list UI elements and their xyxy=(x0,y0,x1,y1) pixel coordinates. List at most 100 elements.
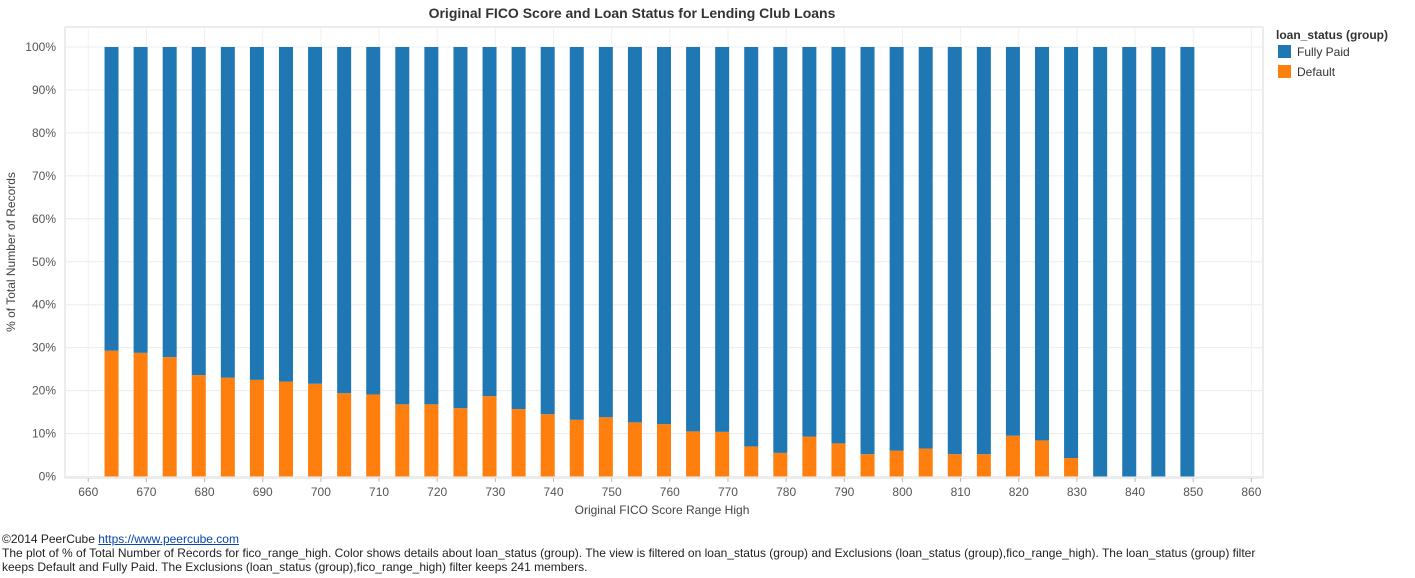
bar-fully-paid[interactable] xyxy=(744,47,759,447)
bar-default[interactable] xyxy=(249,379,264,477)
x-tick-label: 780 xyxy=(776,485,796,499)
copyright-text: ©2014 PeerCube xyxy=(2,532,99,546)
bar-fully-paid[interactable] xyxy=(1093,47,1108,477)
bar-default[interactable] xyxy=(860,454,875,477)
bar-fully-paid[interactable] xyxy=(889,47,904,451)
bar-default[interactable] xyxy=(627,422,642,477)
x-tick-label: 800 xyxy=(892,485,912,499)
bar-fully-paid[interactable] xyxy=(976,47,991,455)
bar-fully-paid[interactable] xyxy=(715,47,730,432)
bar-default[interactable] xyxy=(773,452,788,477)
bar-fully-paid[interactable] xyxy=(627,47,642,423)
x-tick-label: 690 xyxy=(253,485,273,499)
bar-fully-paid[interactable] xyxy=(598,47,613,418)
y-tick-label: 70% xyxy=(32,169,56,183)
bar-default[interactable] xyxy=(453,408,468,477)
footer: ©2014 PeerCube https://www.peercube.com … xyxy=(2,532,1262,574)
bar-fully-paid[interactable] xyxy=(337,47,352,394)
y-tick-label: 0% xyxy=(39,470,57,484)
bar-fully-paid[interactable] xyxy=(249,47,264,380)
bar-fully-paid[interactable] xyxy=(860,47,875,455)
bar-default[interactable] xyxy=(220,377,235,477)
bar-fully-paid[interactable] xyxy=(133,47,148,353)
bar-default[interactable] xyxy=(976,454,991,477)
bar-default[interactable] xyxy=(191,375,206,477)
bar-default[interactable] xyxy=(1035,440,1050,477)
bar-fully-paid[interactable] xyxy=(308,47,323,384)
bar-default[interactable] xyxy=(424,404,439,477)
bar-fully-paid[interactable] xyxy=(278,47,293,382)
bar-default[interactable] xyxy=(686,431,701,477)
bar-default[interactable] xyxy=(598,417,613,477)
bar-default[interactable] xyxy=(308,383,323,477)
bar-fully-paid[interactable] xyxy=(1151,47,1166,477)
y-tick-label: 60% xyxy=(32,212,56,226)
bar-fully-paid[interactable] xyxy=(1035,47,1050,441)
bar-default[interactable] xyxy=(918,448,933,477)
bar-default[interactable] xyxy=(395,404,410,477)
bar-default[interactable] xyxy=(889,450,904,477)
legend-label-fully-paid[interactable]: Fully Paid xyxy=(1297,45,1350,59)
y-axis: 0% 10% 20% 30% 40% 50% 60% 70% 80% 90% 100% xyxy=(25,40,56,484)
bar-fully-paid[interactable] xyxy=(569,47,584,420)
bar-fully-paid[interactable] xyxy=(657,47,671,425)
bar-fully-paid[interactable] xyxy=(395,47,410,405)
bar-default[interactable] xyxy=(162,357,177,477)
bar-default[interactable] xyxy=(337,393,352,477)
bar-fully-paid[interactable] xyxy=(1180,47,1195,477)
bar-fully-paid[interactable] xyxy=(540,47,555,415)
bar-fully-paid[interactable] xyxy=(947,47,962,455)
x-tick-label: 660 xyxy=(78,485,98,499)
x-tick-label: 740 xyxy=(543,485,563,499)
legend-label-default[interactable]: Default xyxy=(1297,65,1336,79)
bar-default[interactable] xyxy=(715,431,730,477)
bar-default[interactable] xyxy=(569,419,584,477)
bar-default[interactable] xyxy=(540,414,555,477)
bar-default[interactable] xyxy=(366,394,381,477)
bar-fully-paid[interactable] xyxy=(511,47,526,410)
legend: loan_status (group) Fully Paid Default xyxy=(1276,28,1388,79)
y-tick-label: 50% xyxy=(32,255,56,269)
footer-description: The plot of % of Total Number of Records… xyxy=(2,546,1256,574)
x-axis: 660 670 680 690 700 710 720 730 740 750 760 770 780 7… xyxy=(78,478,1262,499)
bar-default[interactable] xyxy=(104,350,119,477)
legend-swatch-fully-paid xyxy=(1278,45,1291,58)
bar-default[interactable] xyxy=(657,424,671,477)
bar-default[interactable] xyxy=(802,436,817,477)
bar-default[interactable] xyxy=(1005,435,1020,477)
bar-fully-paid[interactable] xyxy=(424,47,439,405)
bar-fully-paid[interactable] xyxy=(1064,47,1079,459)
bar-default[interactable] xyxy=(133,352,148,477)
x-tick-label: 680 xyxy=(195,485,215,499)
bar-default[interactable] xyxy=(1064,458,1079,477)
bar-fully-paid[interactable] xyxy=(802,47,817,437)
y-tick-label: 90% xyxy=(32,83,56,97)
bar-default[interactable] xyxy=(482,396,497,477)
bar-default[interactable] xyxy=(511,409,526,477)
x-tick-label: 670 xyxy=(136,485,156,499)
bar-fully-paid[interactable] xyxy=(918,47,933,449)
bar-fully-paid[interactable] xyxy=(366,47,381,395)
bar-fully-paid[interactable] xyxy=(220,47,235,378)
x-tick-label: 770 xyxy=(718,485,738,499)
bar-fully-paid[interactable] xyxy=(1005,47,1020,436)
bar-default[interactable] xyxy=(278,381,293,477)
bar-fully-paid[interactable] xyxy=(104,47,119,351)
chart: Original FICO Score and Loan Status for … xyxy=(4,5,1388,517)
bar-default[interactable] xyxy=(744,446,759,477)
bar-fully-paid[interactable] xyxy=(191,47,206,376)
x-tick-label: 840 xyxy=(1125,485,1145,499)
x-tick-label: 700 xyxy=(311,485,331,499)
bar-fully-paid[interactable] xyxy=(773,47,788,453)
bar-fully-paid[interactable] xyxy=(482,47,497,397)
bar-default[interactable] xyxy=(947,454,962,477)
peercube-link[interactable]: https://www.peercube.com xyxy=(98,532,239,546)
bar-fully-paid[interactable] xyxy=(453,47,468,409)
bar-fully-paid[interactable] xyxy=(831,47,846,444)
chart-title: Original FICO Score and Loan Status for … xyxy=(429,5,836,21)
bar-fully-paid[interactable] xyxy=(686,47,701,432)
bar-fully-paid[interactable] xyxy=(1122,47,1137,477)
bar-default[interactable] xyxy=(831,443,846,477)
bar-fully-paid[interactable] xyxy=(162,47,177,358)
y-tick-label: 30% xyxy=(32,341,56,355)
